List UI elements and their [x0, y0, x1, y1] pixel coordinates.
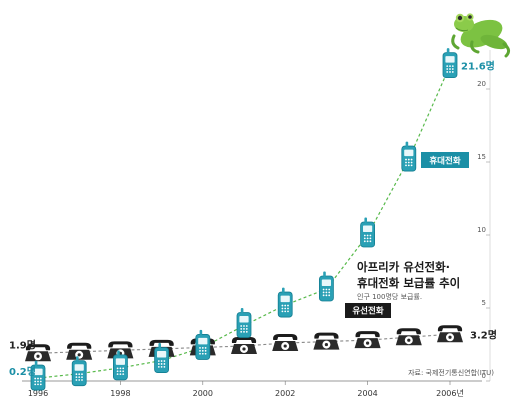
tag-landline-label: 유선전화 [352, 306, 383, 317]
mobile-point [236, 307, 252, 339]
value-label: 21.6명 [461, 60, 495, 73]
tag-landline-bg [345, 303, 391, 318]
landline-point [395, 328, 422, 346]
tag-mobile-label: 휴대전화 [429, 156, 460, 167]
mobile-point [277, 287, 293, 318]
tag-mobile-bg [421, 152, 469, 168]
landline-point [354, 331, 381, 349]
mobile-point [195, 329, 211, 360]
mobile-point [442, 47, 458, 79]
mobile-point [112, 349, 128, 381]
mobile-point [318, 271, 334, 302]
tag-mobile: 휴대전화 [421, 152, 469, 168]
landline-point [66, 342, 93, 360]
x-tick-label: 1996 [28, 389, 48, 398]
y-tick-label: 15 [477, 153, 486, 161]
landline-point [437, 325, 463, 343]
x-tick-label: 2006년 [436, 388, 464, 398]
landline-point [313, 332, 340, 350]
mobile-point [360, 217, 376, 248]
mobile-point [71, 355, 87, 387]
y-tick-label: 20 [477, 80, 486, 88]
landline-point [231, 336, 257, 354]
chart-title-line-1: 아프리카 유선전화· [357, 260, 450, 274]
tree-frog-icon [451, 13, 511, 58]
tag-landline: 유선전화 [345, 303, 391, 318]
value-label: 0.2명 [9, 365, 36, 378]
landline-point [272, 334, 299, 352]
chart-title-line-2: 휴대전화 보급률 추이 [357, 276, 460, 290]
x-tick-label: 2000 [193, 389, 213, 398]
y-tick-label: 0 [482, 372, 486, 380]
y-tick-label: 10 [477, 226, 486, 234]
value-label: 1.9명 [9, 338, 36, 351]
chart-subtitle: 인구 100명당 보급률. [357, 292, 422, 301]
mobile-point [401, 141, 417, 172]
chart-source: 자료: 국제전기통신연합(ITU) [408, 368, 494, 377]
x-tick-label: 1998 [110, 389, 130, 398]
x-tick-label: 2002 [275, 389, 295, 398]
x-tick-label: 2004 [357, 389, 377, 398]
y-tick-label: 5 [482, 299, 486, 307]
value-label: 3.2명 [470, 328, 497, 341]
mobile-point [154, 342, 170, 374]
